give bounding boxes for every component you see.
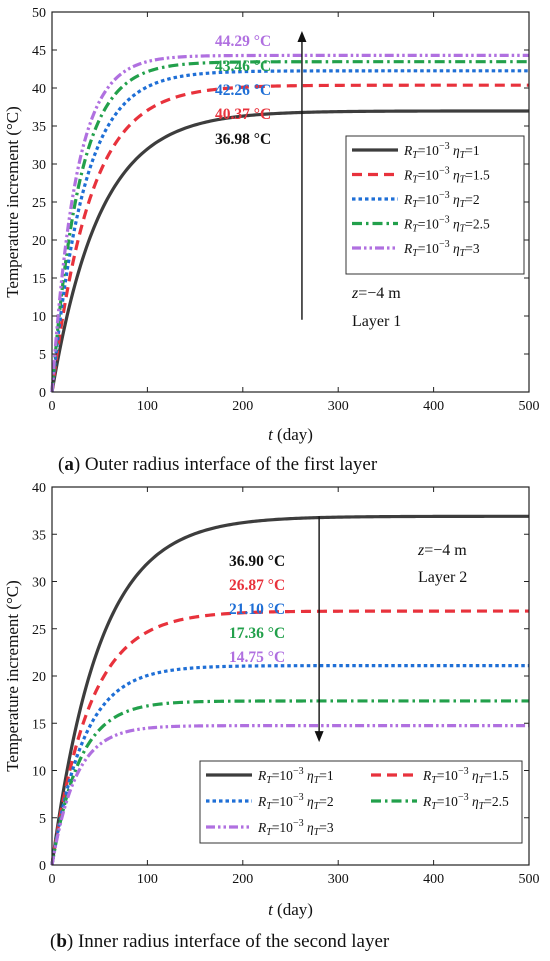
layer-note: Layer 1 (352, 313, 401, 330)
x-tick-label: 400 (423, 872, 444, 887)
legend-label: RT=10−3 ηT=2.5 (403, 215, 490, 235)
value-annotation: 21.10 °C (229, 601, 285, 618)
x-tick-label: 200 (232, 872, 253, 887)
legend-box (345, 135, 525, 275)
x-axis-label: t (day) (268, 900, 313, 919)
x-tick-label: 0 (49, 399, 56, 414)
series-line-3 (50, 664, 529, 866)
legend-label: RT=10−3 ηT=1.5 (403, 166, 490, 186)
series-line-2 (50, 83, 529, 393)
y-tick-label: 0 (39, 386, 46, 401)
x-tick-label: 500 (519, 399, 540, 414)
series-line-3 (50, 69, 529, 393)
y-tick-label: 20 (32, 670, 46, 685)
legend-label: RT=10−3 ηT=3 (257, 818, 334, 838)
legend-label: RT=10−3 ηT=2 (403, 190, 480, 210)
trend-arrow-head (314, 731, 324, 743)
y-tick-label: 5 (39, 348, 46, 363)
y-tick-label: 35 (32, 120, 46, 135)
legend-label: RT=10−3 ηT=1 (257, 766, 334, 786)
legend-box (199, 760, 523, 844)
figure-caption: (a) Outer radius interface of the first … (58, 454, 378, 475)
x-axis-label: t (day) (268, 425, 313, 444)
legend-label: RT=10−3 ηT=2 (257, 792, 334, 812)
value-annotation: 17.36 °C (229, 625, 285, 642)
y-axis-label: Temperature increment (°C) (3, 106, 22, 298)
series-line-1 (50, 514, 529, 866)
y-tick-label: 5 (39, 812, 46, 827)
y-tick-label: 35 (32, 528, 46, 543)
depth-note: z=−4 m (417, 542, 467, 559)
chart-panel-a: 0 100 200 300 400 500 0 5 10 15 20 25 30 35 40 45 50 t (d… (3, 6, 540, 475)
y-tick-label: 25 (32, 623, 46, 638)
y-tick-label: 15 (32, 717, 46, 732)
series-line-5 (50, 724, 529, 866)
y-tick-label: 15 (32, 272, 46, 287)
chart-panel-b: 0 100 200 300 400 500 0 5 10 15 20 25 30 35 40 t (day) T… (3, 481, 540, 952)
legend-label: RT=10−3 ηT=1 (403, 141, 480, 161)
x-tick-label: 0 (49, 872, 56, 887)
value-annotation: 26.87 °C (229, 577, 285, 594)
value-annotation: 40.37 °C (215, 106, 271, 123)
x-tick-label: 300 (328, 399, 349, 414)
trend-arrow-head (297, 31, 307, 42)
x-tick-label: 100 (137, 399, 158, 414)
figure-caption: (b) Inner radius interface of the second… (50, 931, 390, 952)
value-annotation: 43.46 °C (215, 58, 271, 75)
y-tick-label: 10 (32, 765, 46, 780)
y-tick-label: 45 (32, 44, 46, 59)
y-tick-label: 50 (32, 6, 46, 21)
series-line-4 (50, 699, 529, 866)
legend-label: RT=10−3 ηT=2.5 (422, 792, 509, 812)
depth-note: z=−4 m (351, 285, 401, 302)
y-tick-label: 0 (39, 859, 46, 874)
y-tick-label: 30 (32, 158, 46, 173)
layer-note: Layer 2 (418, 569, 467, 586)
y-tick-label: 10 (32, 310, 46, 325)
series-line-2 (50, 609, 529, 866)
x-tick-label: 200 (232, 399, 253, 414)
series-line-5 (50, 53, 529, 393)
y-tick-label: 40 (32, 82, 46, 97)
legend-label: RT=10−3 ηT=3 (403, 239, 480, 259)
x-tick-label: 500 (519, 872, 540, 887)
value-annotation: 42.26 °C (215, 82, 271, 99)
y-tick-label: 30 (32, 576, 46, 591)
x-tick-label: 300 (328, 872, 349, 887)
series-line-4 (50, 60, 529, 393)
y-axis-label: Temperature increment (°C) (3, 580, 22, 772)
x-tick-label: 400 (423, 399, 444, 414)
y-tick-label: 40 (32, 481, 46, 496)
x-tick-label: 100 (137, 872, 158, 887)
series-line-1 (50, 109, 530, 393)
legend-label: RT=10−3 ηT=1.5 (422, 766, 509, 786)
value-annotation: 44.29 °C (215, 33, 271, 50)
value-annotation: 14.75 °C (229, 649, 285, 666)
value-annotation: 36.98 °C (215, 131, 271, 148)
y-tick-label: 25 (32, 196, 46, 211)
value-annotation: 36.90 °C (229, 553, 285, 570)
y-tick-label: 20 (32, 234, 46, 249)
